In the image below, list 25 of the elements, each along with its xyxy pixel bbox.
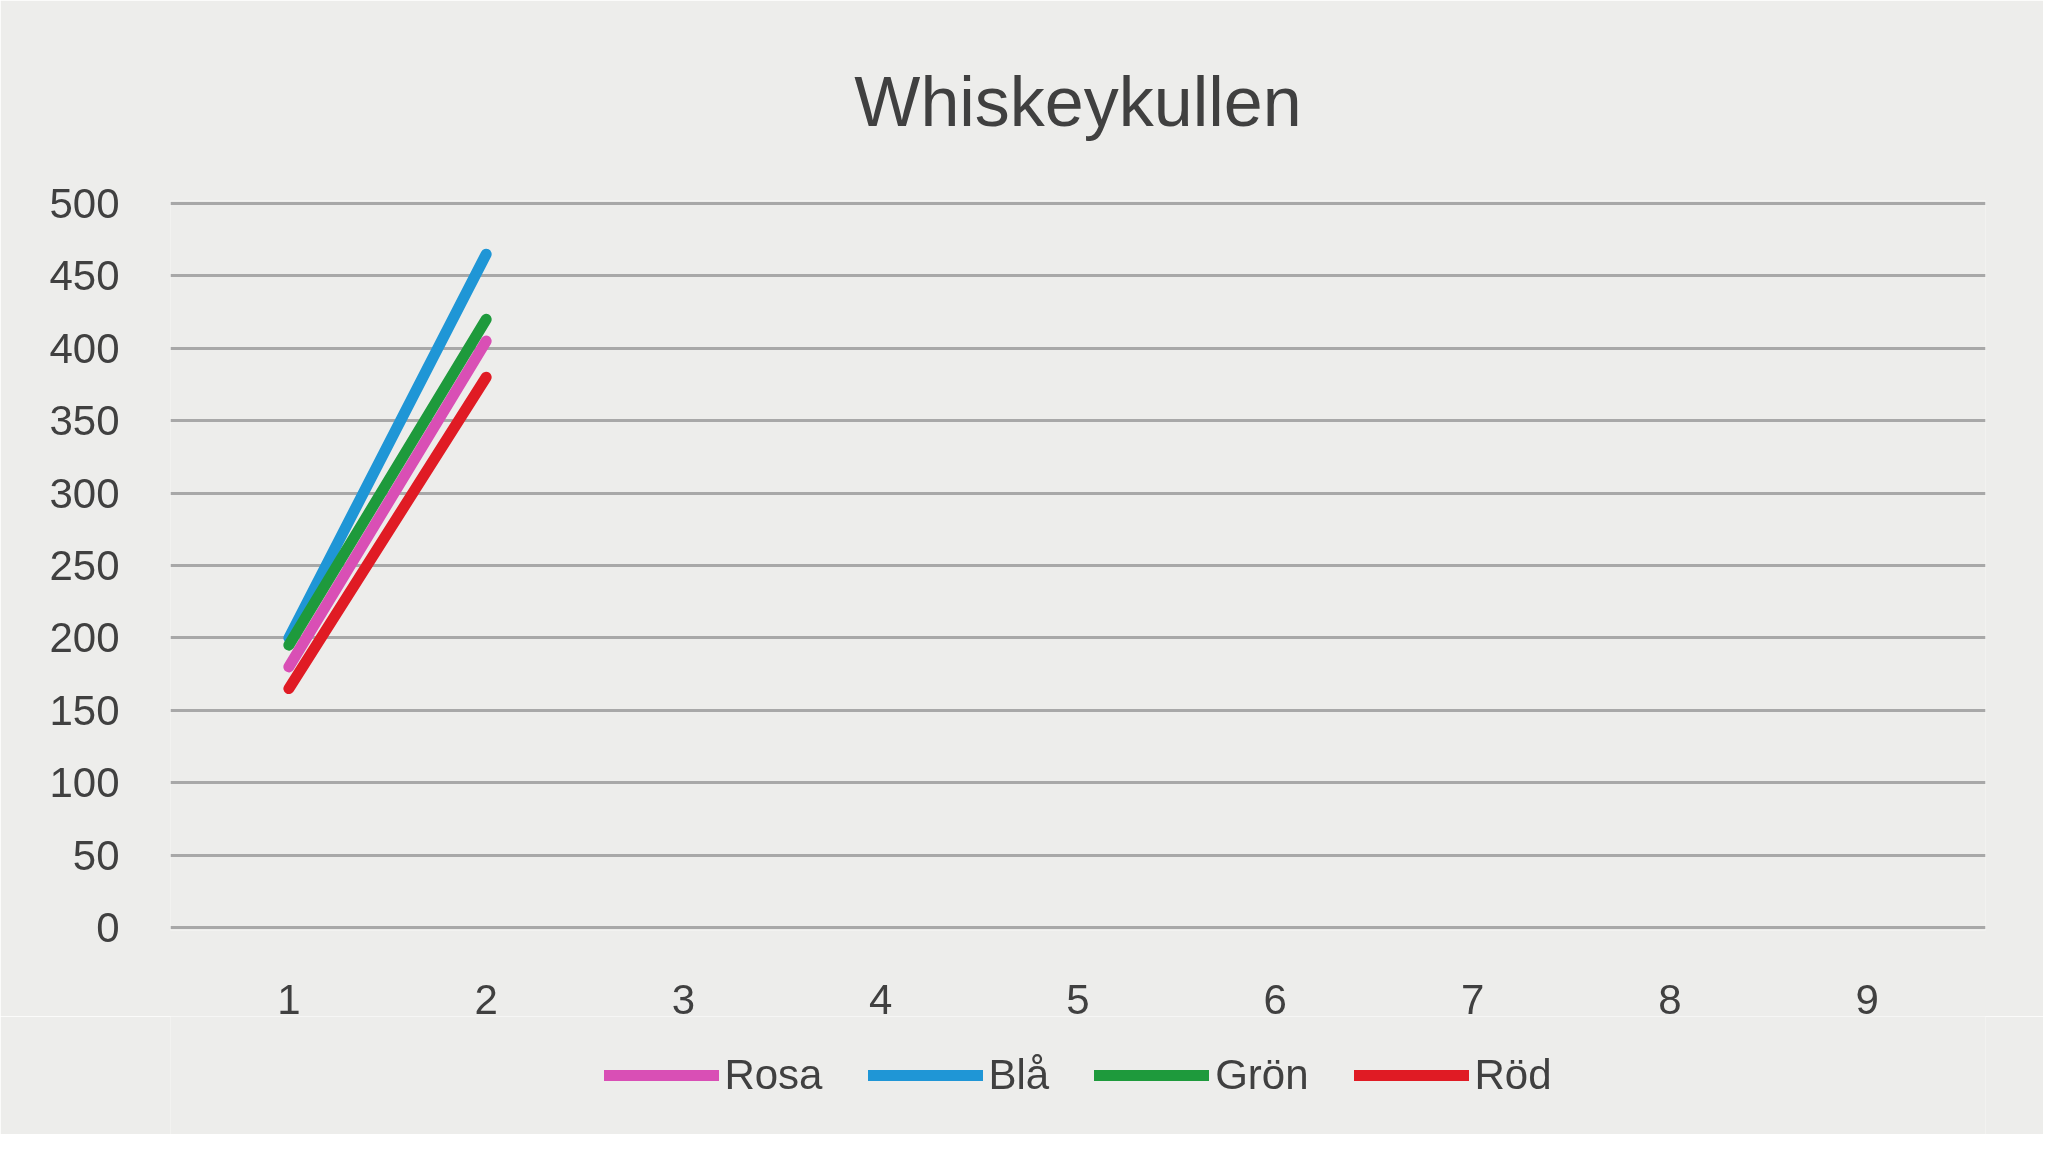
y-tick-label: 250 — [49, 542, 120, 589]
legend-label: Rosa — [724, 1051, 823, 1099]
y-tick-label: 350 — [49, 397, 120, 445]
legend-label: Grön — [1215, 1051, 1309, 1099]
x-tick-label: 2 — [474, 975, 498, 1023]
x-tick-label: 6 — [1263, 975, 1287, 1023]
x-tick-label: 7 — [1460, 975, 1485, 1023]
y-tick-label: 100 — [49, 759, 120, 807]
x-tick-label: 8 — [1658, 975, 1682, 1023]
x-tick-label: 3 — [671, 975, 696, 1023]
x-tick-label: 5 — [1066, 975, 1090, 1023]
y-tick-label: 300 — [49, 469, 120, 517]
y-tick-label: 150 — [49, 686, 120, 734]
y-tick-label: 200 — [49, 614, 120, 662]
chart-title: Whiskeykullen — [854, 62, 1302, 141]
x-tick-label: 9 — [1855, 975, 1879, 1023]
y-tick-label: 50 — [72, 831, 120, 879]
x-tick-label: 4 — [869, 975, 893, 1023]
y-tick-label: 450 — [49, 252, 120, 300]
y-tick-label: 500 — [49, 179, 120, 227]
x-tick-label: 1 — [277, 975, 301, 1023]
legend-label: Röd — [1474, 1051, 1552, 1099]
y-tick-label: 0 — [96, 904, 120, 952]
legend-label: Blå — [988, 1051, 1050, 1099]
y-tick-label: 400 — [49, 324, 120, 372]
